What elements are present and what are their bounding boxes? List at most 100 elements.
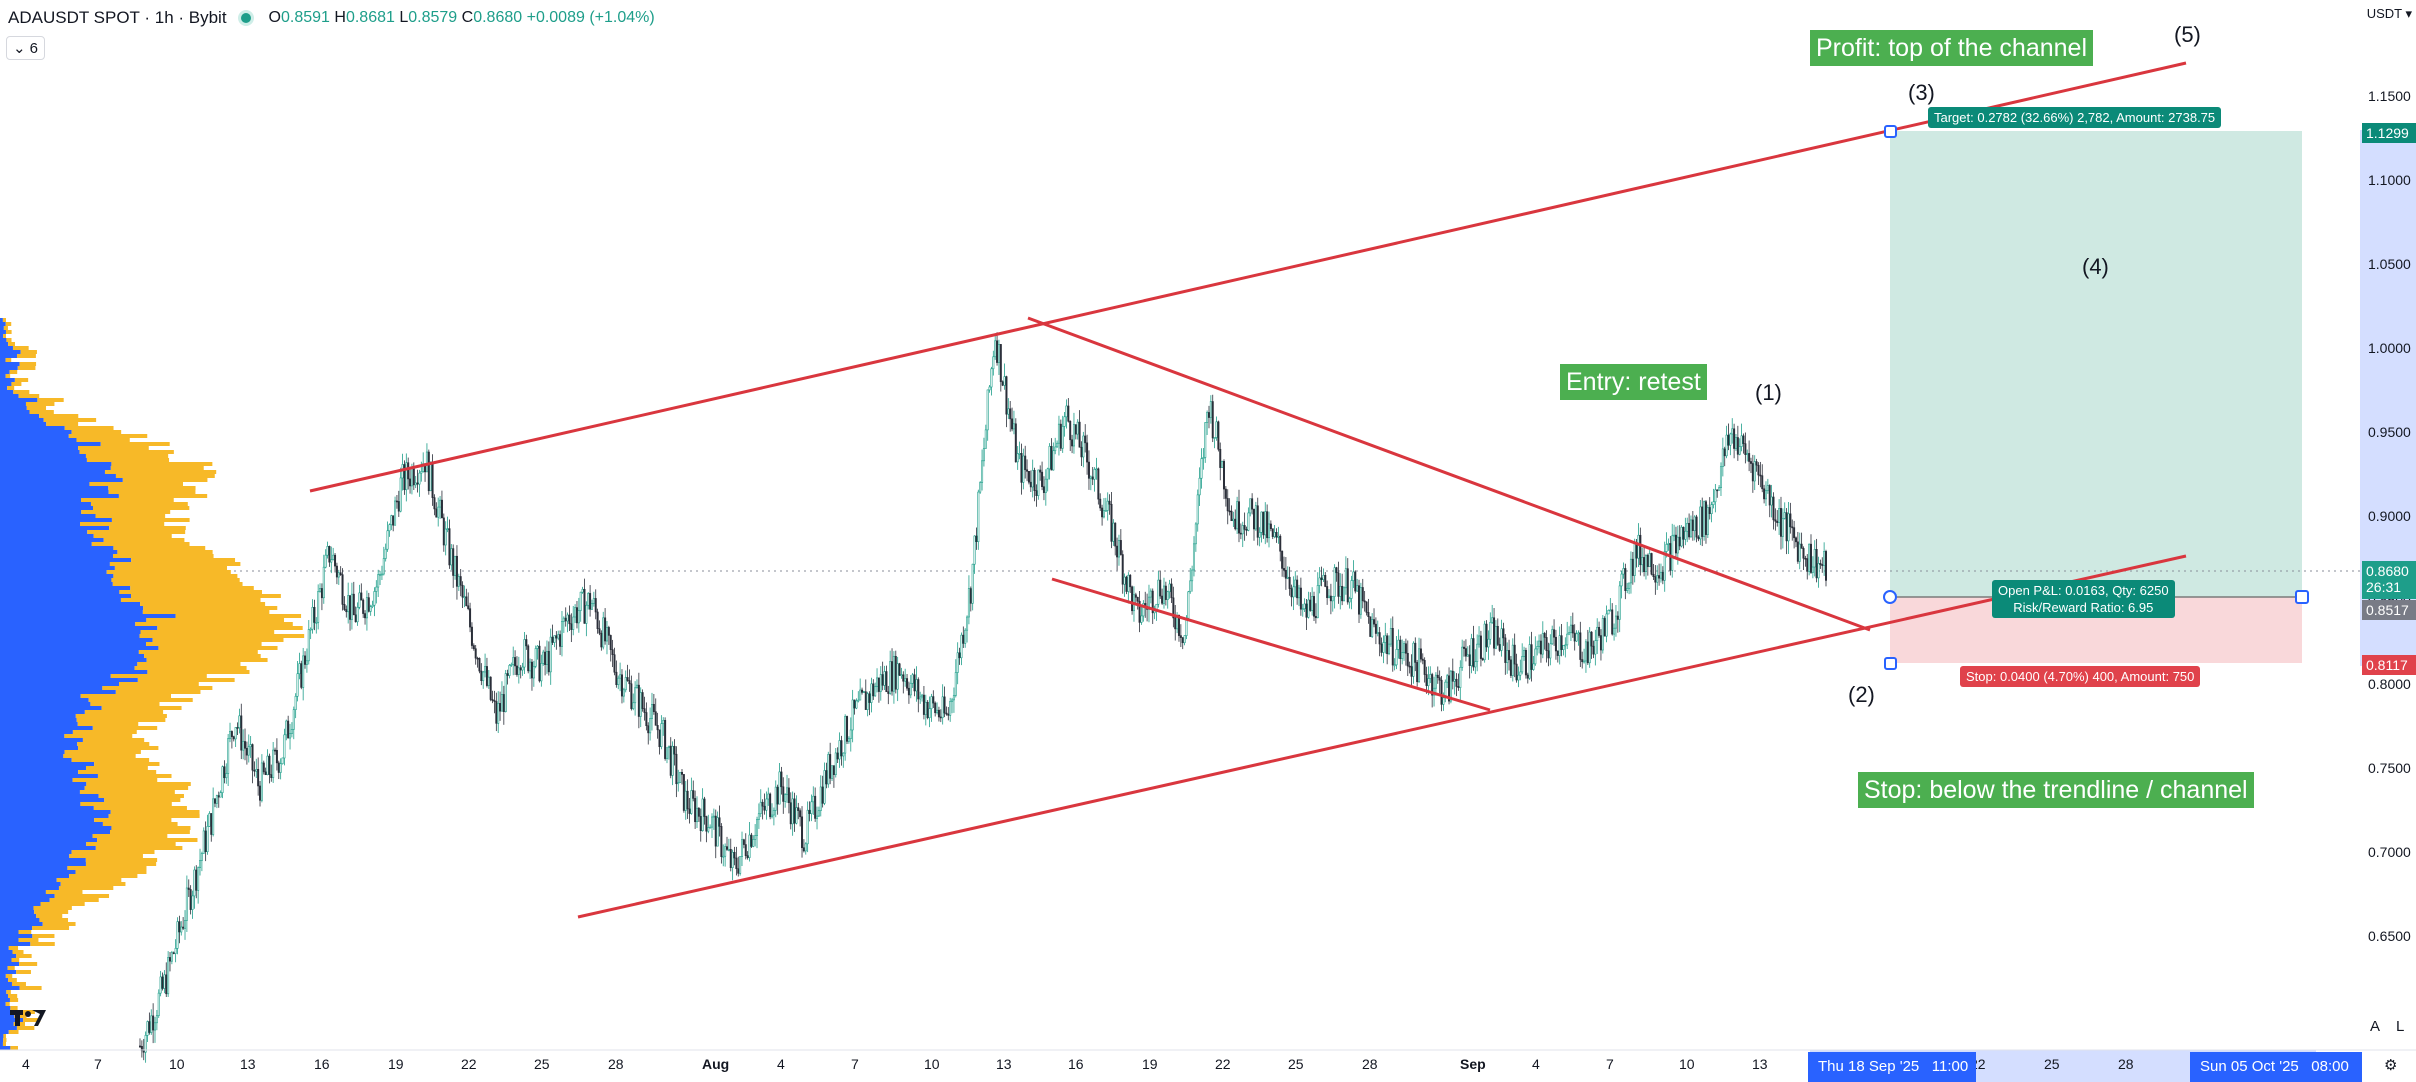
- candle-body: [1806, 558, 1809, 572]
- candle-body: [1363, 600, 1366, 603]
- candle-body: [979, 482, 982, 493]
- wave-label-2[interactable]: (2): [1848, 682, 1875, 707]
- candle-body: [973, 535, 976, 565]
- candle-body: [620, 674, 623, 697]
- candle-body: [1200, 458, 1203, 479]
- volume-profile-bar-down: [49, 898, 99, 902]
- candle-body: [1001, 381, 1004, 386]
- candle-body: [1237, 501, 1240, 534]
- candle-body: [534, 648, 537, 667]
- volume-profile-bar-down: [78, 446, 149, 450]
- candle-body: [1091, 476, 1094, 480]
- candle-body: [1569, 624, 1572, 633]
- volume-profile-bar-down: [92, 726, 158, 730]
- profit-label[interactable]: Profit: top of the channel: [1810, 30, 2094, 66]
- candle-body: [307, 629, 310, 662]
- candle-body: [339, 572, 342, 575]
- candle-body: [1324, 575, 1327, 587]
- candle-body: [1684, 530, 1687, 540]
- last-price-tag: 0.8680 26:31: [2362, 561, 2416, 599]
- candle-body: [1268, 523, 1271, 539]
- auto-scale-button[interactable]: A: [2370, 1018, 2381, 1035]
- volume-profile-bar-down: [10, 1006, 18, 1010]
- target-zone[interactable]: [1890, 131, 2302, 597]
- candle-body: [810, 801, 813, 814]
- candle-body: [1093, 469, 1096, 480]
- position-handles[interactable]: [1883, 125, 2309, 670]
- wave-label-5[interactable]: (5): [2174, 22, 2201, 47]
- volume-profile-bar-up: [0, 526, 110, 530]
- wave-label-3[interactable]: (3): [1908, 80, 1935, 105]
- candle-body: [1661, 571, 1664, 581]
- candle-body: [538, 645, 541, 682]
- wave-label-1[interactable]: (1): [1755, 380, 1782, 405]
- candle-body: [898, 663, 901, 676]
- candle-body: [519, 667, 522, 671]
- candle-body: [450, 548, 453, 566]
- candle-body: [797, 807, 800, 811]
- volume-profile-bar-up: [0, 506, 93, 510]
- candle-body: [662, 720, 665, 724]
- candle-body: [497, 703, 500, 724]
- candle-body: [410, 468, 413, 487]
- candle-body: [1423, 660, 1426, 675]
- volume-profile-bar-down: [112, 582, 243, 586]
- volume-profile-bar-up: [0, 714, 76, 718]
- candle-body: [1566, 633, 1569, 646]
- candle-body: [1479, 635, 1482, 659]
- candle-body: [1789, 513, 1792, 528]
- volume-profile-bar-up: [0, 774, 98, 778]
- volume-profile-bar-down: [88, 698, 193, 702]
- candle-body: [1611, 609, 1614, 635]
- candle-body: [1620, 573, 1623, 587]
- candle-body: [645, 712, 648, 727]
- symbol-title[interactable]: ADAUSDT SPOT · 1h · Bybit: [8, 8, 227, 27]
- candle-body: [690, 790, 693, 814]
- volume-profile-bar-down: [46, 422, 79, 426]
- volume-profile-bar-down: [82, 738, 145, 742]
- candle-body: [1744, 443, 1747, 455]
- volume-profile-bar-up: [0, 466, 111, 470]
- volume-profile-bar-up: [0, 442, 101, 446]
- wave-label-4[interactable]: (4): [2082, 254, 2109, 279]
- settings-gear-icon[interactable]: ⚙: [2384, 1057, 2398, 1074]
- entry-label[interactable]: Entry: retest: [1560, 364, 1707, 400]
- volume-profile-bar-down: [111, 518, 190, 522]
- volume-profile-bar-down: [135, 622, 293, 626]
- candle-body: [1101, 507, 1104, 518]
- candle-body: [365, 597, 368, 619]
- volume-profile-bar-up: [0, 858, 86, 862]
- candle-body: [896, 663, 899, 690]
- candle-body: [695, 807, 698, 823]
- scale-currency-selector[interactable]: USDT ▾: [2367, 6, 2412, 22]
- candle-body: [469, 608, 472, 628]
- candle-body: [1254, 505, 1257, 530]
- candle-body: [515, 665, 518, 675]
- volume-profile-bar-up: [0, 598, 121, 602]
- volume-profile-bar-down: [14, 1014, 27, 1018]
- close-label: C: [461, 9, 474, 26]
- indicators-toggle[interactable]: ⌄ 6: [6, 36, 45, 60]
- candle-body: [478, 658, 481, 672]
- volume-profile-bar-down: [8, 978, 17, 982]
- candle-body: [1629, 558, 1632, 584]
- volume-profile-bar-down: [94, 818, 172, 822]
- candle-body: [1367, 612, 1370, 618]
- stop-label[interactable]: Stop: below the trendline / channel: [1858, 772, 2254, 808]
- candle-body: [1138, 600, 1141, 623]
- candle-body: [240, 715, 243, 751]
- candle-body: [589, 593, 592, 610]
- trendlines[interactable]: [309, 61, 2187, 919]
- log-scale-button[interactable]: L: [2396, 1018, 2405, 1035]
- candle-body: [1624, 568, 1627, 591]
- candle-body: [1305, 603, 1308, 618]
- candle-body: [746, 855, 749, 858]
- candle-body: [219, 792, 222, 798]
- volume-profile-bar-down: [5, 1002, 10, 1006]
- candle-body: [1665, 544, 1668, 552]
- volume-profile-bar-up: [0, 534, 94, 538]
- time-tick: 28: [2118, 1056, 2134, 1072]
- candle-body: [821, 786, 824, 804]
- candle-body: [1266, 511, 1269, 539]
